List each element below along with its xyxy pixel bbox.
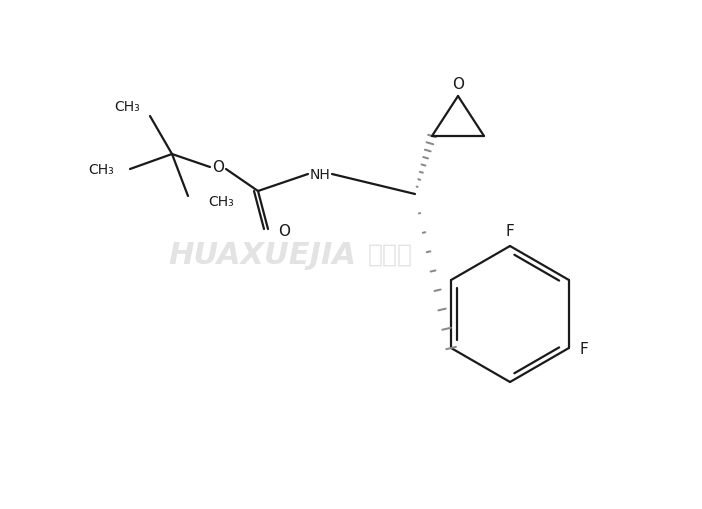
Text: 化学加: 化学加 xyxy=(368,242,413,267)
Text: O: O xyxy=(212,160,224,175)
Text: CH₃: CH₃ xyxy=(114,100,140,114)
Text: HUAXUEJIA: HUAXUEJIA xyxy=(168,240,356,269)
Text: F: F xyxy=(505,224,515,239)
Text: NH: NH xyxy=(310,167,331,182)
Text: CH₃: CH₃ xyxy=(88,163,114,177)
Text: CH₃: CH₃ xyxy=(208,194,234,209)
Text: O: O xyxy=(278,224,290,239)
Text: O: O xyxy=(452,76,464,91)
Text: F: F xyxy=(580,341,588,356)
